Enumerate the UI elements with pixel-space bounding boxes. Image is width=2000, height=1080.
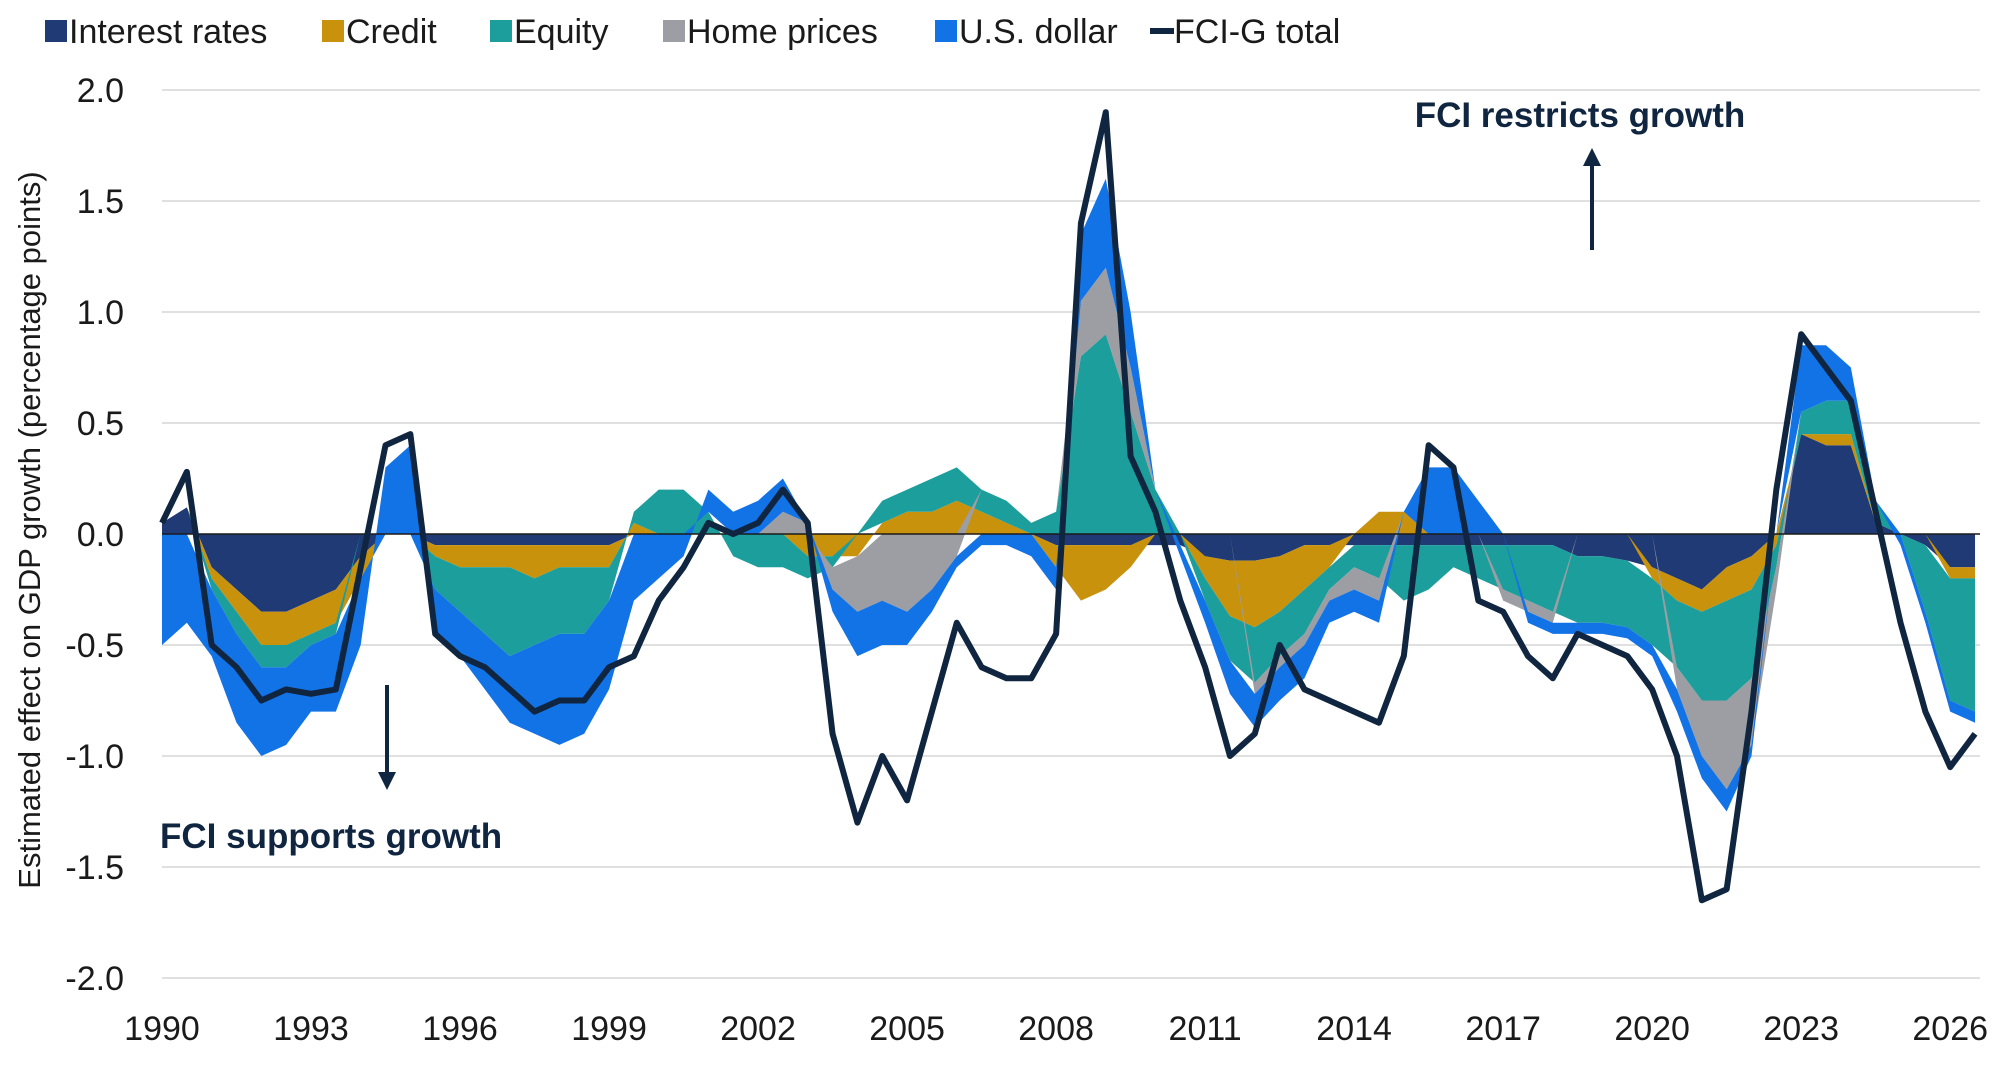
legend-label: FCI-G total bbox=[1174, 13, 1340, 51]
y-tick-label: -0.5 bbox=[65, 627, 124, 665]
y-tick-label: 2.0 bbox=[77, 72, 124, 110]
x-tick-label: 2023 bbox=[1763, 1010, 1839, 1048]
x-tick-label: 2008 bbox=[1018, 1010, 1094, 1048]
y-tick-label: -1.5 bbox=[65, 849, 124, 887]
x-tick-label: 2014 bbox=[1316, 1010, 1392, 1048]
area-equity bbox=[162, 334, 1976, 712]
line-fci-g-total bbox=[159, 109, 1978, 904]
legend-label: U.S. dollar bbox=[959, 13, 1118, 51]
y-tick-label: 1.0 bbox=[77, 294, 124, 332]
legend-item: Interest rates bbox=[45, 13, 267, 51]
y-tick-label: -2.0 bbox=[65, 960, 124, 998]
legend-swatch bbox=[322, 20, 344, 42]
area-layer bbox=[162, 178, 1976, 812]
x-tick-label: 2002 bbox=[720, 1010, 796, 1048]
arrow-up-icon bbox=[1583, 148, 1601, 166]
legend-item: U.S. dollar bbox=[935, 13, 1118, 51]
area-u-s-dollar bbox=[162, 178, 1976, 812]
line-layer bbox=[159, 109, 1980, 904]
legend-swatch bbox=[45, 20, 67, 42]
legend-item: Credit bbox=[322, 13, 437, 51]
y-tick-label: 1.5 bbox=[77, 183, 124, 221]
y-tick-label: 0.5 bbox=[77, 405, 124, 443]
x-tick-label: 1996 bbox=[422, 1010, 498, 1048]
x-tick-label: 2005 bbox=[869, 1010, 945, 1048]
arrow-down-icon bbox=[378, 772, 396, 790]
annotation-restricts-text: FCI restricts growth bbox=[1415, 96, 1746, 135]
legend-label: Credit bbox=[346, 13, 437, 51]
annotation-supports-text: FCI supports growth bbox=[160, 817, 502, 856]
legend-swatch bbox=[935, 20, 957, 42]
x-tick-label: 2026 bbox=[1912, 1010, 1988, 1048]
x-tick-label: 2017 bbox=[1465, 1010, 1541, 1048]
legend-swatch bbox=[490, 20, 512, 42]
legend: Interest rates Credit Equity Home prices U.S… bbox=[45, 13, 1340, 51]
y-axis-title: Estimated effect on GDP growth (percenta… bbox=[12, 171, 47, 888]
x-tick-label: 1999 bbox=[571, 1010, 647, 1048]
x-tick-label: 1993 bbox=[273, 1010, 349, 1048]
annotation-supports: FCI supports growth bbox=[160, 685, 502, 856]
x-tick-label: 2020 bbox=[1614, 1010, 1690, 1048]
annotation-restricts: FCI restricts growth bbox=[1415, 96, 1746, 250]
y-tick-label: 0.0 bbox=[77, 516, 124, 554]
legend-label: Interest rates bbox=[69, 13, 267, 51]
x-tick-label: 1990 bbox=[124, 1010, 200, 1048]
legend-label: Equity bbox=[514, 13, 609, 51]
legend-label: Home prices bbox=[687, 13, 878, 51]
x-tick-label: 2011 bbox=[1169, 1010, 1242, 1048]
y-tick-label: -1.0 bbox=[65, 738, 124, 776]
legend-item: Home prices bbox=[663, 13, 878, 51]
legend-item: Equity bbox=[490, 13, 609, 51]
legend-item: FCI-G total bbox=[1150, 13, 1340, 51]
legend-swatch bbox=[663, 20, 685, 42]
